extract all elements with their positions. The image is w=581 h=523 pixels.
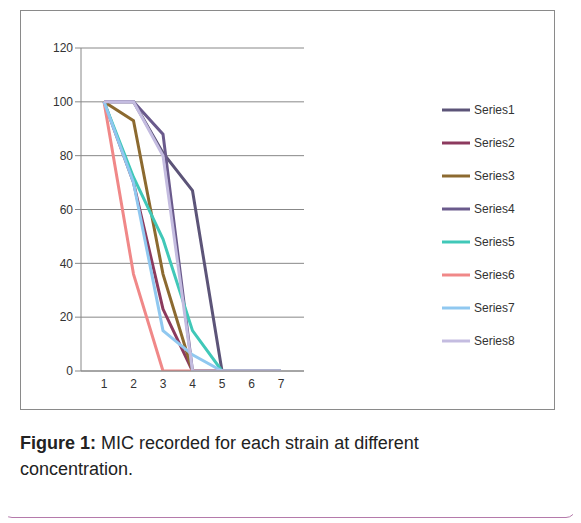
svg-text:80: 80 bbox=[60, 149, 74, 163]
svg-text:2: 2 bbox=[130, 377, 137, 391]
html-text:Series8: Series8 bbox=[474, 333, 515, 348]
svg-text:0: 0 bbox=[66, 364, 73, 378]
svg-text:3: 3 bbox=[160, 377, 167, 391]
html-text:Series3: Series3 bbox=[474, 168, 515, 183]
svg-text:40: 40 bbox=[60, 257, 74, 271]
svg-text:20: 20 bbox=[60, 310, 74, 324]
html-text:Series5: Series5 bbox=[474, 234, 515, 249]
html-text:Series2: Series2 bbox=[474, 135, 515, 150]
html-text:Series1: Series1 bbox=[474, 102, 515, 117]
svg-text:100: 100 bbox=[53, 95, 73, 109]
svg-text:60: 60 bbox=[60, 203, 74, 217]
svg-text:7: 7 bbox=[278, 377, 285, 391]
html-text:Series4: Series4 bbox=[474, 201, 515, 216]
html-text:Figure 1: MIC recorded for eac: Figure 1: MIC recorded for each strain a… bbox=[20, 433, 419, 479]
svg-text:4: 4 bbox=[189, 377, 196, 391]
svg-text:6: 6 bbox=[248, 377, 255, 391]
html-text:Series6: Series6 bbox=[474, 267, 515, 282]
svg-text:120: 120 bbox=[53, 41, 73, 55]
svg-text:5: 5 bbox=[219, 377, 226, 391]
svg-text:1: 1 bbox=[101, 377, 108, 391]
html-text:Series7: Series7 bbox=[474, 300, 515, 315]
